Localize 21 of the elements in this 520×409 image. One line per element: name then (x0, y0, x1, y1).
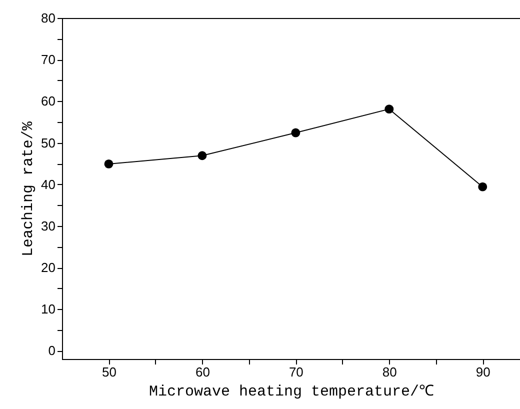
y-tick-label: 80 (41, 10, 56, 26)
x-tick-label: 80 (382, 364, 397, 380)
y-tick-label: 10 (41, 302, 56, 317)
point (198, 151, 207, 160)
y-tick-label: 20 (41, 260, 56, 276)
x-tick-label: 50 (102, 364, 116, 380)
y-tick-label: 60 (41, 94, 56, 109)
point (478, 182, 488, 192)
y-tick-label: 0 (48, 343, 56, 358)
x-axis-title: Microwave heating temperature/℃ (148, 384, 434, 400)
x-tick-label: 90 (476, 364, 490, 380)
y-tick-label: 70 (41, 52, 56, 68)
point (104, 160, 114, 168)
point (291, 128, 300, 138)
y-tick-label: 50 (41, 135, 56, 150)
y-tick-label: 30 (41, 218, 56, 234)
x-tick-label: 60 (195, 364, 210, 380)
y-axis-title: Leaching rate/% (20, 120, 38, 257)
y-tick-label: 40 (41, 176, 56, 192)
x-tick-label: 70 (288, 364, 304, 380)
point (384, 104, 394, 114)
